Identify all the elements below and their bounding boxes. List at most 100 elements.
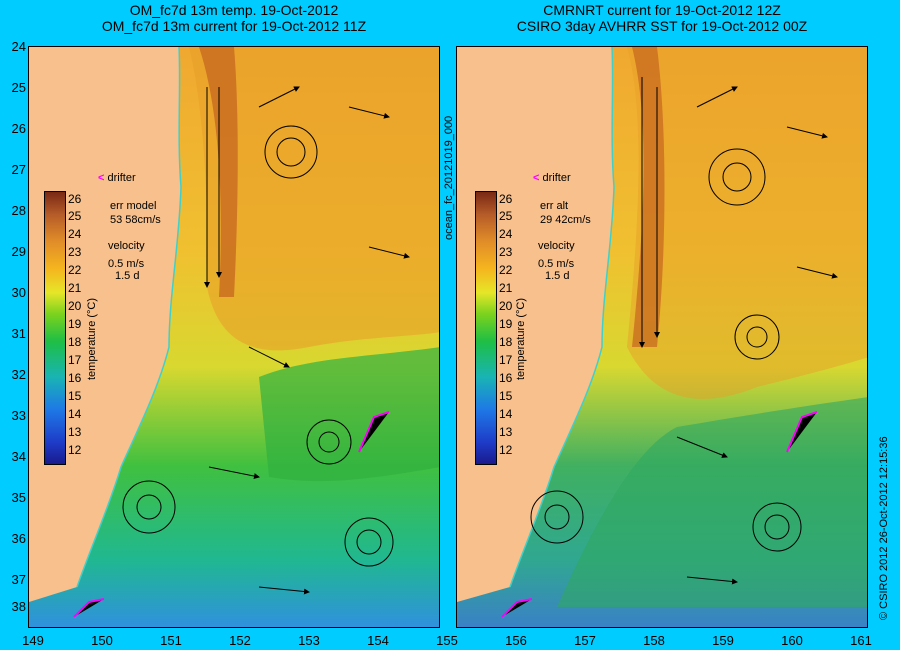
drifter-marker-icon: < <box>533 172 540 184</box>
right-cb-tick: 26 <box>499 192 513 206</box>
y-tick: 26 <box>11 121 26 136</box>
y-tick: 27 <box>11 162 26 177</box>
right-map-panel <box>456 46 868 628</box>
right-cb-tick: 13 <box>499 425 513 439</box>
left-cb-tick: 25 <box>68 209 82 223</box>
left-cb-tick: 15 <box>68 389 82 403</box>
right-cb-tick: 21 <box>499 281 513 295</box>
current-vectors <box>122 86 410 595</box>
left-cb-tick: 19 <box>68 317 82 331</box>
warm-current-core <box>199 47 238 297</box>
land <box>29 47 181 602</box>
x-tick: 154 <box>367 633 389 648</box>
left-cb-tick: 18 <box>68 335 82 349</box>
warm-water-region <box>627 47 867 399</box>
left-colorbar-label: temperature (°C) <box>86 297 98 380</box>
left-cb-tick: 26 <box>68 192 82 206</box>
y-tick: 38 <box>11 599 26 614</box>
left-panel-title: OM_fc7d 13m temp. 19-Oct-2012 OM_fc7d 13… <box>28 2 440 34</box>
copyright-label: © CSIRO 2012 26-Oct-2012 12:15:36 <box>878 436 890 620</box>
x-tick: 160 <box>781 633 803 648</box>
left-cb-tick: 14 <box>68 407 82 421</box>
right-title-line1: CMRNRT current for 19-Oct-2012 12Z <box>543 2 781 18</box>
right-velocity-scale: 0.5 m/s <box>538 258 575 270</box>
left-cb-tick: 21 <box>68 281 82 295</box>
x-tick: 156 <box>505 633 527 648</box>
right-panel-title: CMRNRT current for 19-Oct-2012 12Z CSIRO… <box>456 2 868 34</box>
left-cb-tick: 13 <box>68 425 82 439</box>
right-velocity-time: 1.5 d <box>545 270 570 282</box>
x-tick: 161 <box>850 633 872 648</box>
x-tick: 153 <box>298 633 320 648</box>
cool-eddy-region <box>259 347 439 482</box>
y-tick: 33 <box>11 408 26 423</box>
drifter-marker-icon: < <box>98 172 105 184</box>
right-cb-tick: 12 <box>499 443 513 457</box>
y-tick: 36 <box>11 531 26 546</box>
left-velocity-time: 1.5 d <box>115 270 140 282</box>
forecast-id-label: ocean_fc_20121019_000 <box>443 115 455 240</box>
right-velocity-label: velocity <box>538 240 575 252</box>
left-err-value: 53 58cm/s <box>110 214 161 226</box>
right-err-label: err alt <box>540 200 569 212</box>
left-map-svg <box>29 47 439 627</box>
right-colorbar <box>475 191 497 465</box>
right-cb-tick: 14 <box>499 407 513 421</box>
left-map-panel <box>28 46 440 628</box>
y-tick: 34 <box>11 449 26 464</box>
left-cb-tick: 16 <box>68 371 82 385</box>
left-cb-tick: 17 <box>68 353 82 367</box>
left-velocity-scale: 0.5 m/s <box>108 258 145 270</box>
right-cb-tick: 22 <box>499 263 513 277</box>
right-cb-tick: 20 <box>499 299 513 313</box>
right-title-line2: CSIRO 3day AVHRR SST for 19-Oct-2012 00Z <box>516 18 808 34</box>
right-cb-tick: 15 <box>499 389 513 403</box>
warm-water-region <box>189 47 439 351</box>
drifter-tracks <box>73 411 390 618</box>
left-cb-tick: 23 <box>68 245 82 259</box>
left-velocity-label: velocity <box>108 240 145 252</box>
coastline <box>76 47 182 588</box>
left-err-label: err model <box>110 200 157 212</box>
right-cb-tick: 18 <box>499 335 513 349</box>
y-tick: 37 <box>11 572 26 587</box>
left-title-line2: OM_fc7d 13m current for 19-Oct-2012 11Z <box>101 18 367 34</box>
x-tick: 159 <box>712 633 734 648</box>
left-cb-tick: 12 <box>68 443 82 457</box>
right-err-value: 29 42cm/s <box>540 214 591 226</box>
coastline <box>509 47 615 588</box>
y-tick: 35 <box>11 490 26 505</box>
right-drifter-key: < drifter <box>533 172 571 184</box>
y-tick: 28 <box>11 203 26 218</box>
warm-current-core <box>632 47 665 347</box>
right-colorbar-label: temperature (°C) <box>515 297 527 380</box>
left-drifter-label: drifter <box>107 172 136 184</box>
left-cb-tick: 20 <box>68 299 82 313</box>
x-tick: 155 <box>436 633 458 648</box>
left-colorbar <box>44 191 66 465</box>
x-tick: 149 <box>22 633 44 648</box>
x-tick: 150 <box>91 633 113 648</box>
right-cb-tick: 24 <box>499 227 513 241</box>
y-tick: 25 <box>11 80 26 95</box>
left-drifter-key: < drifter <box>98 172 136 184</box>
x-tick: 152 <box>229 633 251 648</box>
left-title-line1: OM_fc7d 13m temp. 19-Oct-2012 <box>129 2 339 18</box>
cool-eddy-region <box>557 397 867 607</box>
left-cb-tick: 22 <box>68 263 82 277</box>
x-tick: 158 <box>643 633 665 648</box>
right-cb-tick: 19 <box>499 317 513 331</box>
x-tick: 151 <box>160 633 182 648</box>
current-vectors <box>530 77 838 585</box>
left-cb-tick: 24 <box>68 227 82 241</box>
y-tick: 31 <box>11 326 26 341</box>
right-map-svg <box>457 47 867 627</box>
right-cb-tick: 16 <box>499 371 513 385</box>
y-tick: 29 <box>11 244 26 259</box>
right-cb-tick: 23 <box>499 245 513 259</box>
y-tick: 30 <box>11 285 26 300</box>
y-tick: 32 <box>11 367 26 382</box>
x-tick: 157 <box>574 633 596 648</box>
right-cb-tick: 25 <box>499 209 513 223</box>
right-cb-tick: 17 <box>499 353 513 367</box>
